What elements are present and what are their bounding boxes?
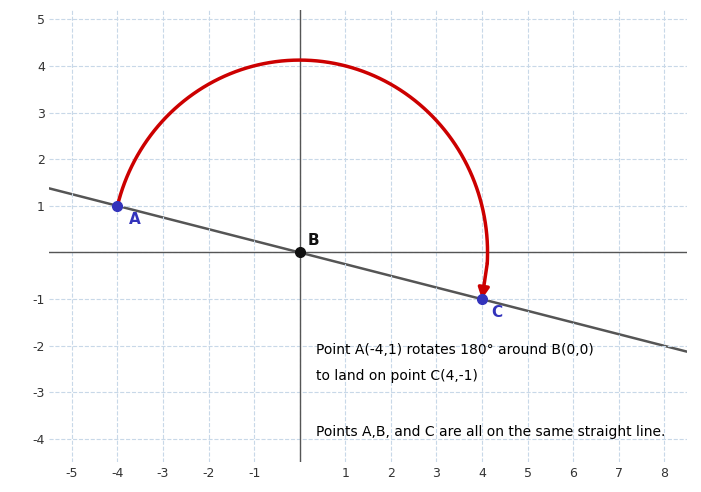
Text: Point A(-4,1) rotates 180° around B(0,0): Point A(-4,1) rotates 180° around B(0,0)	[315, 343, 593, 358]
Text: Points A,B, and C are all on the same straight line.: Points A,B, and C are all on the same st…	[315, 425, 665, 439]
Text: B: B	[308, 234, 320, 248]
Text: to land on point C(4,-1): to land on point C(4,-1)	[315, 369, 477, 383]
Text: C: C	[491, 305, 502, 320]
Text: A: A	[129, 212, 141, 226]
